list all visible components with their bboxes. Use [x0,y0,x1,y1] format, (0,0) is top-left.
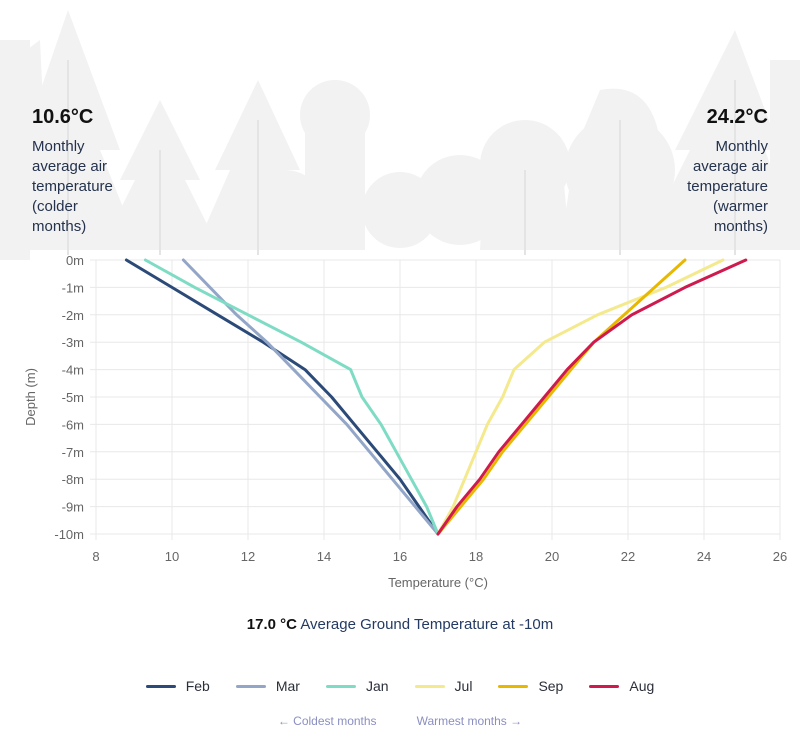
warm-air-line: months) [713,218,768,235]
y-tick-label: -3m [62,335,84,350]
series-line-feb [124,258,440,536]
legend-swatch [498,684,529,688]
y-axis-label: Depth (m) [23,368,38,426]
warm-air-line: (warmer [713,198,768,215]
y-tick-label: -7m [62,445,84,460]
x-tick-label: 8 [92,549,99,564]
x-tick-label: 24 [697,549,711,564]
cold-air-temperature: 10.6°C Monthly average air temperature (… [32,106,192,237]
y-tick-label: -10m [54,527,84,542]
chart-series [124,258,748,536]
cold-air-line: temperature [32,178,113,195]
warm-air-line: average air [692,158,768,175]
ground-temperature-chart: 0m -1m -2m -3m -4m -5m -6m -7m -8m -9m -10m 8 10 12 1… [23,253,787,590]
series-line-jul [436,258,725,536]
y-tick-label: -8m [62,472,84,487]
y-axis-ticks: 0m -1m -2m -3m -4m -5m -6m -7m -8m -9m -10m [54,253,84,542]
average-ground-value: 17.0 °C [246,616,297,633]
warm-air-line: temperature [687,178,768,195]
legend-item-feb[interactable]: Feb [143,678,213,694]
x-tick-label: 20 [545,549,559,564]
cold-air-description: Monthly average air temperature (colder … [32,137,192,237]
warm-air-temperature: 24.2°C Monthly average air temperature (… [608,106,768,237]
legend-item-sep[interactable]: Sep [495,678,566,694]
coldest-months-note: ← Coldest months [277,714,377,728]
cold-air-line: (colder [32,198,78,215]
y-tick-label: -4m [62,363,84,378]
legend-item-jan[interactable]: Jan [323,678,392,694]
cold-air-line: average air [32,158,108,175]
series-line-aug [436,258,748,536]
y-tick-label: -2m [62,308,84,323]
legend-label: Mar [275,678,300,694]
legend-item-aug[interactable]: Aug [586,678,657,694]
x-tick-label: 22 [621,549,635,564]
legend-label: Aug [629,678,655,694]
y-tick-label: -5m [62,390,84,405]
legend-label: Feb [185,678,210,694]
chart-grid [90,259,781,540]
warm-air-line: Monthly [715,138,768,155]
series-line-jan [143,258,440,536]
x-axis-label: Temperature (°C) [388,575,488,590]
legend-label: Jul [454,678,473,694]
average-ground-temperature: 17.0 °C Average Ground Temperature at -1… [0,616,800,633]
legend-label: Sep [538,678,564,694]
series-line-sep [436,258,687,536]
legend-swatch [325,684,356,688]
forest-background [0,10,800,260]
cold-air-value: 10.6°C [32,106,94,128]
y-tick-label: -1m [62,280,84,295]
legend-notes: ← Coldest months Warmest months → [0,714,800,728]
y-tick-label: -9m [62,500,84,515]
legend-swatch [589,684,620,688]
x-tick-label: 16 [393,549,407,564]
y-tick-label: -6m [62,417,84,432]
x-tick-label: 18 [469,549,483,564]
x-tick-label: 26 [773,549,787,564]
warm-air-description: Monthly average air temperature (warmer … [608,137,768,237]
legend-swatch [414,684,445,688]
x-tick-label: 14 [317,549,331,564]
legend-swatch [145,684,176,688]
warmest-months-note: Warmest months → [416,714,523,728]
legend-swatch [235,684,266,688]
legend-label: Jan [365,678,389,694]
legend-item-mar[interactable]: Mar [233,678,303,694]
cold-air-line: months) [32,218,87,235]
average-ground-text: Average Ground Temperature at -10m [300,616,554,633]
x-axis-ticks: 8 10 12 14 16 18 20 22 24 26 [92,549,787,564]
x-tick-label: 10 [165,549,179,564]
warm-air-value: 24.2°C [706,106,768,128]
legend-item-jul[interactable]: Jul [412,678,476,694]
y-tick-label: 0m [66,253,84,268]
chart-legend: Feb Mar Jan Jul Sep Aug [0,678,800,694]
x-tick-label: 12 [241,549,255,564]
cold-air-line: Monthly [32,138,85,155]
